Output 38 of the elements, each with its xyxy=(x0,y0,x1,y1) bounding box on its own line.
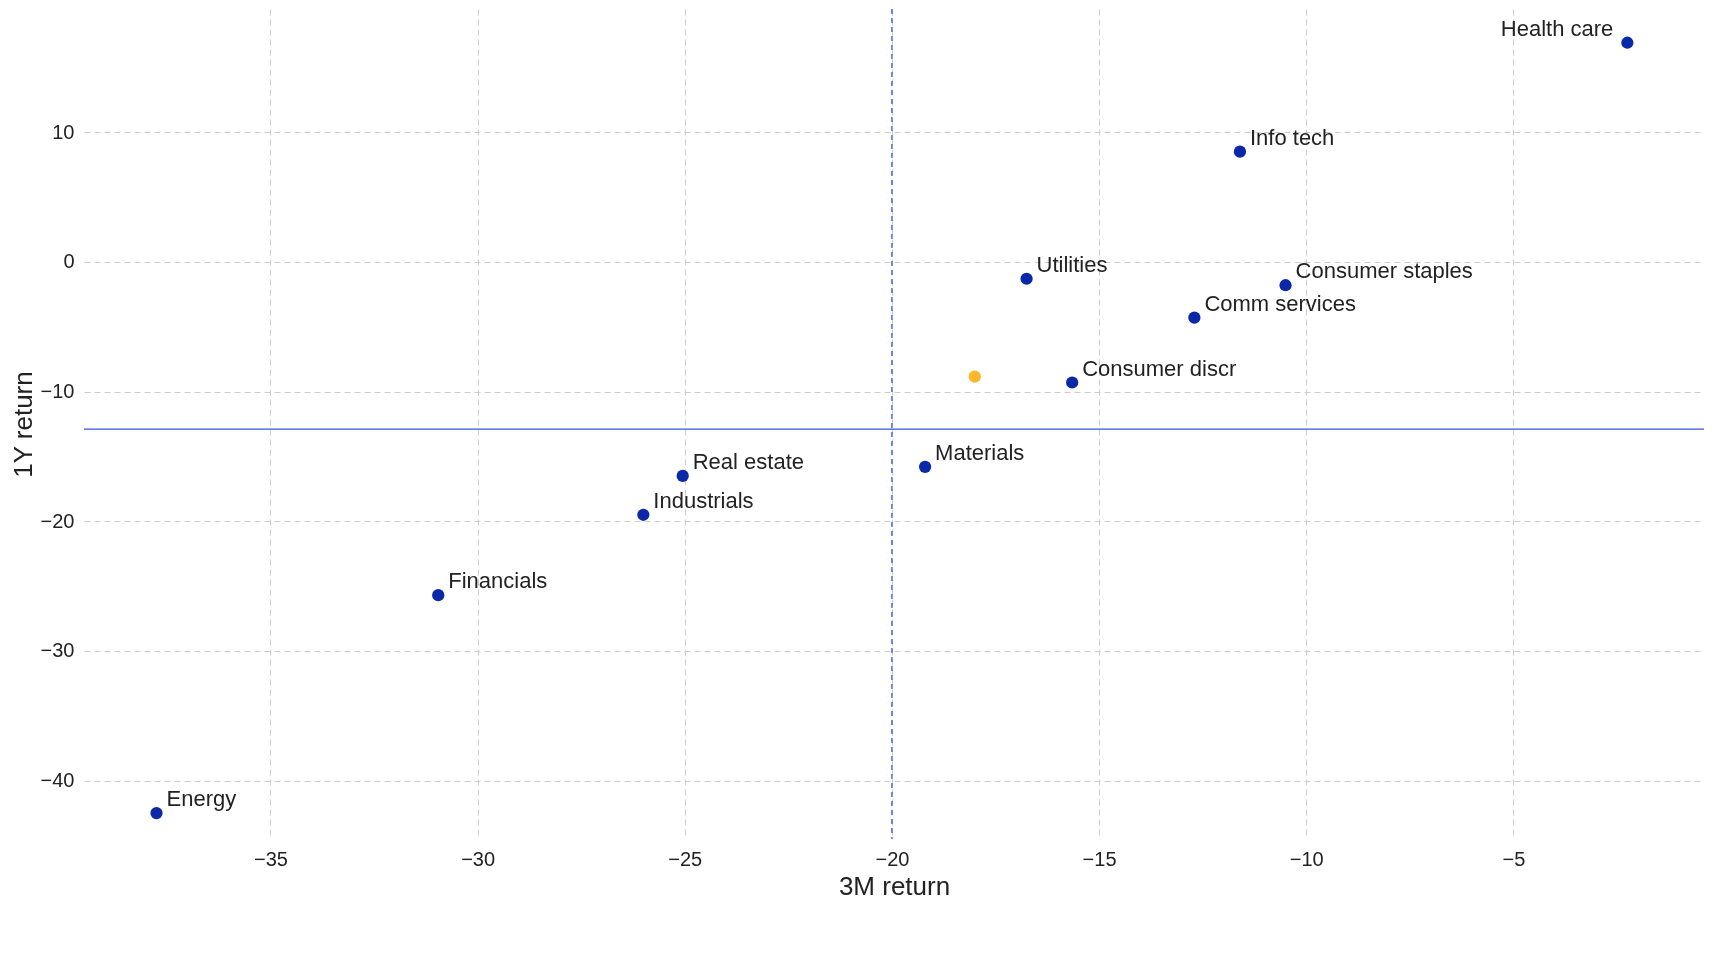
point xyxy=(1020,272,1033,285)
y-tick-label: −30 xyxy=(40,639,75,662)
y-tick-label: −20 xyxy=(40,509,75,532)
point xyxy=(1188,311,1201,324)
x-tick-label: −20 xyxy=(875,847,910,870)
annotation: Info tech xyxy=(1249,124,1335,150)
x-tick-label: −35 xyxy=(253,847,288,870)
point xyxy=(432,589,445,602)
point xyxy=(1233,145,1247,158)
y-tick-label: −10 xyxy=(40,380,75,403)
point xyxy=(676,469,689,482)
x-tick-label: −30 xyxy=(461,847,496,870)
annotation: Utilities xyxy=(1036,251,1108,277)
annotation: Consumer discr xyxy=(1082,355,1237,381)
annotation: Industrials xyxy=(653,487,754,513)
x-tick-label: −10 xyxy=(1289,847,1324,870)
point xyxy=(150,806,163,820)
annotation: Comm services xyxy=(1204,290,1356,316)
x-tick-label: −25 xyxy=(668,847,703,870)
point xyxy=(1279,279,1292,292)
point xyxy=(637,508,650,521)
y-axis-title: 1Y return xyxy=(7,371,38,478)
annotation: Financials xyxy=(448,568,548,594)
x-tick-label: −15 xyxy=(1082,847,1117,870)
annotation: Energy xyxy=(166,786,237,812)
point xyxy=(968,370,981,383)
annotation: Health care xyxy=(1500,15,1614,41)
annotation: Materials xyxy=(935,439,1025,465)
point xyxy=(918,460,932,473)
point xyxy=(1066,376,1079,389)
point xyxy=(1621,36,1634,49)
y-tick-label: 10 xyxy=(52,120,75,143)
x-tick-label: −5 xyxy=(1502,847,1526,870)
x-axis-title: 3M return xyxy=(838,870,951,901)
y-tick-label: −40 xyxy=(40,769,75,792)
y-tick-label: 0 xyxy=(63,250,75,273)
annotation: Real estate xyxy=(692,448,804,474)
annotation: Consumer staples xyxy=(1295,258,1473,284)
